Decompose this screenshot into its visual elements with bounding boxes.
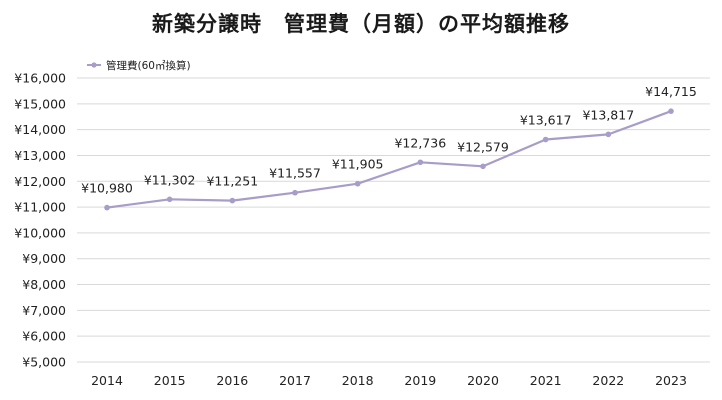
data-point	[605, 131, 612, 138]
x-tick-label: 2022	[592, 373, 624, 388]
x-tick-label: 2021	[530, 373, 562, 388]
data-point	[542, 136, 549, 143]
y-tick-label: ¥8,000	[22, 277, 66, 292]
y-tick-label: ¥15,000	[14, 96, 66, 111]
legend-label: 管理費(60㎡換算)	[106, 59, 191, 72]
data-point	[668, 108, 674, 114]
data-label: ¥11,251	[206, 174, 258, 189]
y-tick-label: ¥11,000	[14, 200, 66, 215]
data-label: ¥13,617	[520, 113, 572, 128]
y-tick-label: ¥5,000	[22, 355, 66, 370]
y-axis-tick-labels: ¥5,000 ¥6,000 ¥7,000 ¥8,000 ¥9,000 ¥10,000 ¥11…	[14, 71, 66, 370]
gridlines	[77, 77, 710, 363]
chart-title: 新築分譲時 管理費（月額）の平均額推移	[152, 12, 570, 36]
data-label: ¥10,980	[81, 181, 133, 196]
x-tick-label: 2014	[91, 373, 123, 388]
data-label: ¥12,579	[457, 139, 509, 154]
x-tick-label: 2019	[404, 373, 436, 388]
data-point	[417, 159, 424, 166]
data-labels: ¥10,980 ¥11,302 ¥11,251 ¥11,557 ¥11,905 ¥12,7…	[81, 84, 697, 195]
legend: 管理費(60㎡換算)	[87, 59, 191, 72]
x-axis-tick-labels: 2014 2015 2016 2017 2018 2019 2020 2021 2022 2023	[91, 373, 687, 388]
data-label: ¥12,736	[394, 135, 446, 150]
x-tick-label: 2015	[154, 373, 186, 388]
y-tick-label: ¥7,000	[22, 303, 66, 318]
legend-marker	[91, 62, 97, 68]
data-label: ¥11,557	[269, 166, 321, 181]
y-tick-label: ¥10,000	[14, 225, 66, 240]
y-tick-label: ¥6,000	[22, 329, 66, 344]
x-tick-label: 2023	[655, 373, 687, 388]
x-tick-label: 2016	[216, 373, 248, 388]
data-point	[354, 180, 361, 187]
x-tick-label: 2020	[467, 373, 499, 388]
series-line-group	[104, 108, 674, 211]
data-point	[229, 197, 236, 204]
data-point	[480, 163, 486, 170]
y-tick-label: ¥16,000	[14, 71, 66, 86]
y-tick-label: ¥12,000	[14, 174, 66, 189]
y-tick-label: ¥9,000	[22, 251, 66, 266]
y-tick-label: ¥14,000	[14, 122, 66, 137]
data-point	[292, 189, 298, 196]
x-tick-label: 2017	[279, 373, 311, 388]
data-label: ¥11,905	[332, 157, 384, 172]
x-tick-label: 2018	[342, 373, 374, 388]
data-point	[166, 196, 173, 203]
data-label: ¥13,817	[582, 107, 634, 122]
data-label: ¥11,302	[144, 172, 196, 187]
data-label: ¥14,715	[645, 84, 697, 99]
y-tick-label: ¥13,000	[14, 148, 66, 163]
series-line	[106, 110, 672, 209]
data-point	[104, 204, 110, 211]
